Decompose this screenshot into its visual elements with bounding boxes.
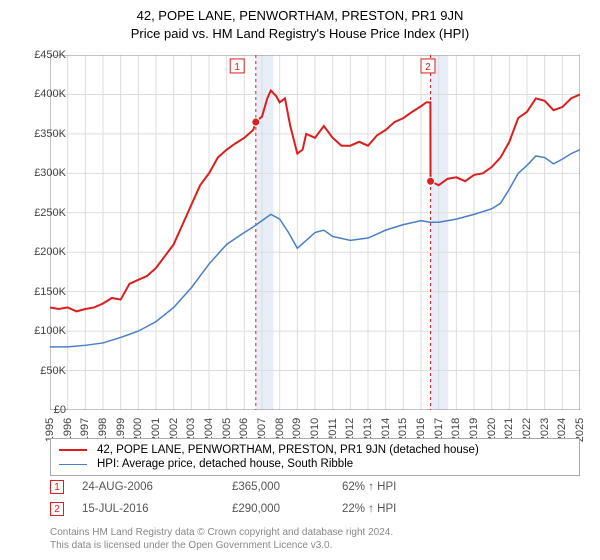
y-tick-label: £50K	[26, 365, 66, 377]
y-tick-label: £200K	[26, 246, 66, 258]
legend-swatch-price-paid	[59, 449, 87, 451]
footer-line-2: This data is licensed under the Open Gov…	[50, 539, 580, 552]
y-tick-label: £100K	[26, 325, 66, 337]
legend-swatch-hpi	[59, 464, 87, 465]
transaction-row-1: 1 24-AUG-2006 £365,000 62% ↑ HPI	[50, 480, 580, 494]
marker-badge-1: 1	[50, 480, 64, 494]
legend-label: HPI: Average price, detached house, Sout…	[97, 458, 353, 470]
footer-line-1: Contains HM Land Registry data © Crown c…	[50, 526, 580, 539]
legend-label: 42, POPE LANE, PENWORTHAM, PRESTON, PR1 …	[97, 444, 479, 456]
footer: Contains HM Land Registry data © Crown c…	[50, 526, 580, 552]
marker-badge-2: 2	[50, 502, 64, 516]
y-tick-label: £300K	[26, 167, 66, 179]
tx-date: 15-JUL-2016	[64, 503, 232, 515]
transaction-row-2: 2 15-JUL-2016 £290,000 22% ↑ HPI	[50, 502, 580, 516]
legend-row-hpi: HPI: Average price, detached house, Sout…	[59, 457, 571, 471]
y-tick-label: £350K	[26, 128, 66, 140]
chart-subtitle: Price paid vs. HM Land Registry's House …	[0, 23, 600, 41]
y-tick-label: £150K	[26, 286, 66, 298]
y-tick-label: £0	[26, 404, 66, 416]
y-tick-label: £450K	[26, 49, 66, 61]
svg-text:1: 1	[234, 62, 240, 73]
legend: 42, POPE LANE, PENWORTHAM, PRESTON, PR1 …	[50, 438, 580, 476]
svg-text:2: 2	[425, 62, 431, 73]
chart-plot-area: 12	[50, 55, 580, 410]
tx-date: 24-AUG-2006	[64, 481, 232, 493]
tx-price: £290,000	[232, 503, 342, 515]
tx-pct: 62% ↑ HPI	[342, 481, 452, 493]
chart-title: 42, POPE LANE, PENWORTHAM, PRESTON, PR1 …	[0, 0, 600, 23]
chart-container: 42, POPE LANE, PENWORTHAM, PRESTON, PR1 …	[0, 0, 600, 560]
tx-pct: 22% ↑ HPI	[342, 503, 452, 515]
tx-price: £365,000	[232, 481, 342, 493]
legend-row-price-paid: 42, POPE LANE, PENWORTHAM, PRESTON, PR1 …	[59, 443, 571, 457]
y-tick-label: £250K	[26, 207, 66, 219]
y-tick-label: £400K	[26, 88, 66, 100]
